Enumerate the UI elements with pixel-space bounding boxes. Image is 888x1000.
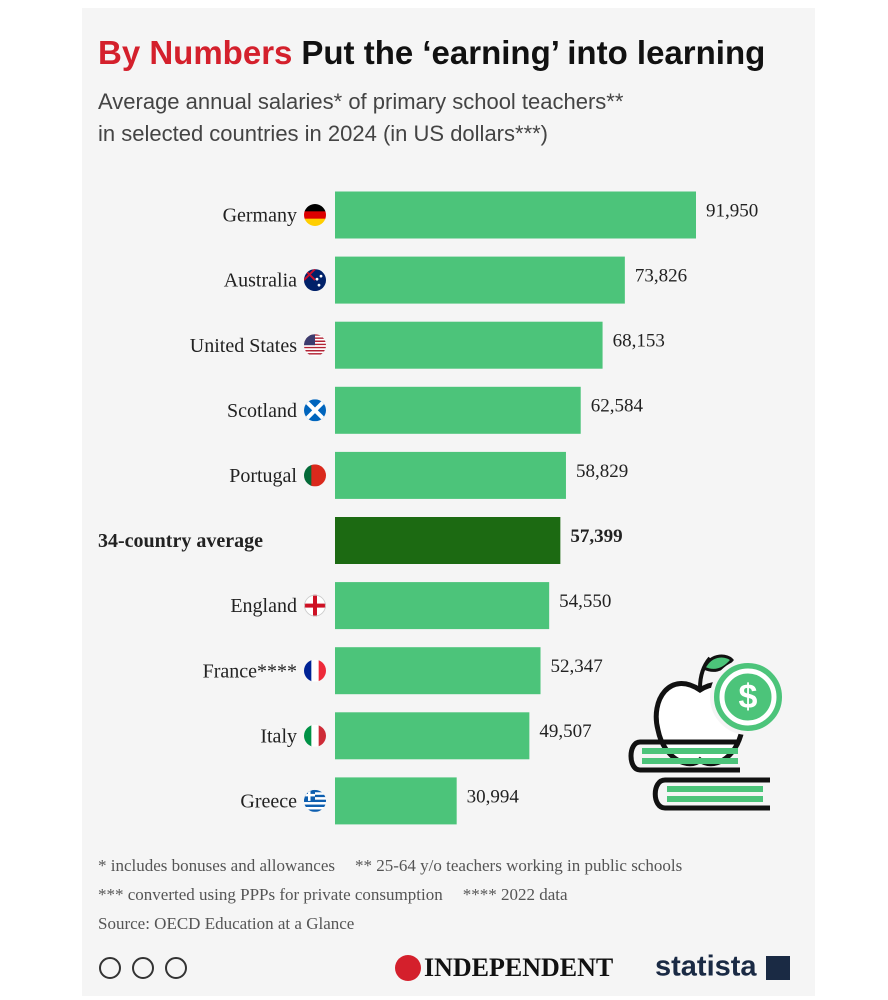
illustration: $ (628, 654, 786, 811)
flag-part (304, 809, 326, 812)
license-icons (99, 957, 187, 979)
flag-part (304, 334, 315, 346)
flag-part (318, 724, 326, 747)
bar (335, 647, 541, 695)
flag-part (304, 353, 326, 355)
flag (304, 269, 326, 292)
flag (304, 724, 326, 747)
flag (304, 399, 326, 422)
flag-part (304, 659, 312, 682)
value-label: 49,507 (539, 721, 591, 742)
flag-part (311, 724, 320, 747)
notes: * includes bonuses and allowances ** 25-6… (98, 856, 682, 875)
bars: 91,950 Germany 73,826 Australia 68,153 United… (98, 191, 758, 825)
svg-text:$: $ (739, 678, 758, 716)
flag (304, 659, 326, 682)
flag-part (304, 349, 326, 352)
note: * includes bonuses and allowances (98, 856, 335, 875)
notes: *** converted using PPPs for private con… (98, 885, 568, 904)
category-label: Italy (260, 725, 297, 747)
bar (335, 191, 696, 239)
flag-part (315, 277, 319, 281)
independent-eagle (395, 955, 421, 981)
category-label: England (230, 595, 297, 617)
bar (335, 517, 561, 564)
kicker: By Numbers (98, 34, 292, 71)
flag-part (304, 211, 326, 220)
bar (335, 256, 625, 304)
note: *** converted using PPPs for private con… (98, 885, 443, 904)
value-label: 73,826 (635, 265, 687, 286)
independent-logo: INDEPENDENT (424, 953, 613, 982)
flag (304, 334, 326, 357)
flag-part (318, 659, 326, 682)
category-label: United States (190, 335, 297, 357)
source: Source: OECD Education at a Glance (98, 914, 354, 933)
note: **** 2022 data (463, 885, 568, 904)
flag (304, 464, 326, 487)
bar (335, 777, 457, 825)
note: ** 25-64 y/o teachers working in public … (355, 856, 682, 875)
statista-icon (766, 956, 790, 980)
statista-logo: statista (655, 951, 757, 983)
subtitle: in selected countries in 2024 (in US dol… (98, 121, 548, 146)
category-label: Greece (240, 790, 297, 812)
flag-part (317, 283, 321, 287)
category-label: Portugal (229, 465, 297, 487)
flag-part (304, 354, 326, 357)
flag-part (304, 807, 326, 810)
flag-part (304, 399, 326, 422)
flag-part (304, 345, 326, 347)
flag-part (319, 274, 323, 278)
flag-part (304, 804, 326, 808)
flag (304, 594, 326, 617)
value-label: 52,347 (551, 656, 603, 677)
value-label: 68,153 (613, 331, 665, 352)
bar (335, 321, 603, 369)
chart-title: Put the ‘earning’ into learning (301, 34, 765, 71)
value-label: 57,399 (570, 526, 622, 547)
title: By Numbers Put the ‘earning’ into learnin… (98, 34, 765, 71)
flag-part (304, 346, 326, 349)
bar (335, 386, 581, 434)
flag (304, 789, 326, 812)
category-label: Australia (224, 270, 297, 292)
flag-part (304, 464, 312, 487)
category-label: France**** (203, 660, 297, 682)
flag-part (304, 724, 312, 747)
average-label: 34-country average (98, 530, 263, 552)
card (82, 8, 815, 996)
flag-outline (304, 594, 326, 617)
value-label: 54,550 (559, 591, 611, 612)
flag-part (304, 802, 326, 805)
subtitle: Average annual salaries* of primary scho… (98, 89, 624, 114)
flag-part (304, 351, 326, 354)
flag-part (304, 218, 326, 226)
flag-part (304, 603, 326, 608)
flag-part (311, 464, 320, 487)
flag (304, 204, 326, 226)
value-label: 58,829 (576, 461, 628, 482)
flag-part (304, 348, 326, 350)
value-label: 91,950 (706, 200, 758, 221)
value-label: 30,994 (467, 786, 520, 807)
category-label: Scotland (227, 400, 297, 422)
flag-part (318, 464, 326, 487)
bar (335, 712, 530, 760)
category-label: Germany (223, 205, 297, 227)
flag-part (311, 659, 320, 682)
bar (335, 582, 550, 630)
bar (335, 451, 566, 499)
flag-part (304, 204, 326, 212)
value-label: 62,584 (591, 396, 644, 417)
flag-part (304, 793, 315, 797)
